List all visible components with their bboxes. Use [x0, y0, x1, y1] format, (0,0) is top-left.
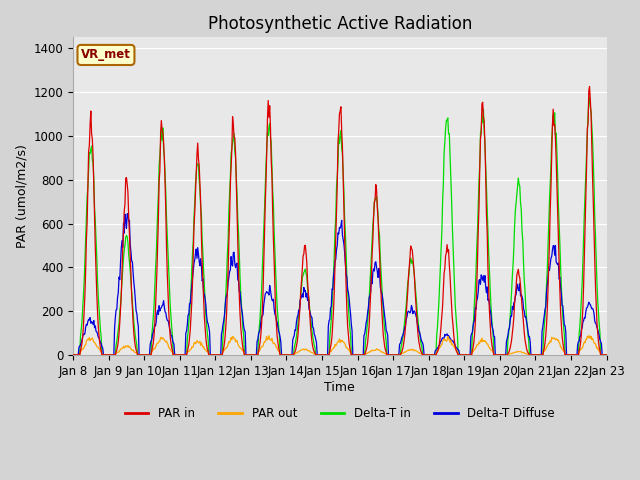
- Delta-T in: [79, 307, 86, 312]
- Delta-T Diffuse: [79, 334, 86, 339]
- PAR in: [69, 352, 77, 358]
- PAR in: [586, 84, 593, 89]
- X-axis label: Time: Time: [324, 381, 355, 394]
- Delta-T in: [216, 352, 224, 358]
- Delta-T in: [404, 276, 412, 282]
- Line: Delta-T in: Delta-T in: [73, 97, 607, 355]
- Delta-T Diffuse: [69, 352, 77, 358]
- Delta-T in: [586, 95, 593, 100]
- Delta-T in: [603, 352, 611, 358]
- PAR in: [404, 274, 412, 279]
- Delta-T Diffuse: [189, 276, 196, 281]
- Delta-T Diffuse: [405, 309, 413, 315]
- Delta-T in: [420, 352, 428, 358]
- Delta-T in: [69, 352, 77, 358]
- Line: Delta-T Diffuse: Delta-T Diffuse: [73, 214, 607, 355]
- Y-axis label: PAR (umol/m2/s): PAR (umol/m2/s): [15, 144, 28, 248]
- PAR in: [188, 300, 196, 305]
- Delta-T Diffuse: [603, 352, 611, 358]
- Delta-T Diffuse: [421, 352, 429, 358]
- PAR in: [420, 352, 428, 358]
- Title: Photosynthetic Active Radiation: Photosynthetic Active Radiation: [207, 15, 472, 33]
- PAR in: [216, 352, 224, 358]
- Line: PAR in: PAR in: [73, 86, 607, 355]
- PAR out: [420, 352, 428, 358]
- Delta-T Diffuse: [124, 211, 131, 216]
- PAR out: [603, 352, 611, 358]
- PAR out: [188, 344, 196, 350]
- Legend: PAR in, PAR out, Delta-T in, Delta-T Diffuse: PAR in, PAR out, Delta-T in, Delta-T Dif…: [120, 402, 559, 425]
- PAR in: [134, 352, 141, 358]
- PAR out: [69, 352, 77, 358]
- PAR out: [216, 352, 224, 358]
- PAR out: [404, 348, 412, 353]
- Text: VR_met: VR_met: [81, 48, 131, 61]
- Delta-T in: [134, 352, 141, 358]
- Delta-T Diffuse: [134, 324, 142, 329]
- PAR out: [134, 352, 141, 358]
- Line: PAR out: PAR out: [73, 336, 607, 355]
- PAR in: [603, 352, 611, 358]
- Delta-T Diffuse: [217, 352, 225, 358]
- PAR out: [79, 346, 86, 352]
- PAR in: [79, 334, 86, 340]
- Delta-T in: [188, 266, 196, 272]
- PAR out: [585, 333, 593, 338]
